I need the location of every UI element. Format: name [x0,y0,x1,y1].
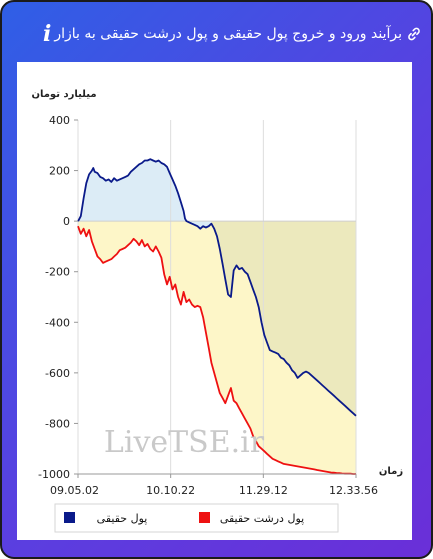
y-tick-label: -1000 [38,468,70,481]
watermark: LiveTSE.ir [104,425,265,460]
link-icon[interactable] [406,26,422,42]
x-tick-label: 11.29.12 [239,484,288,497]
y-tick-label: -600 [45,367,70,380]
info-icon[interactable]: i [43,21,52,47]
legend-swatch-real-money [64,512,75,523]
chart-svg: 400 200 0 -200 -400 -600 -800 -1000 09.05.02 10.1… [31,89,403,533]
series-line-0 [77,158,357,417]
legend-swatch-big-real-money [199,512,210,523]
widget-header: i برآیند ورود و خروج پول حقیقی و پول درش… [12,10,422,58]
y-tick-label: -200 [45,266,70,279]
x-tick-label: 12.33.56 [329,484,378,497]
y-axis-label: میلیارد تومان [31,89,96,100]
x-tick-label: 09.05.02 [50,484,99,497]
legend-label-big-real-money: پول درشت حقیقی [220,512,304,525]
y-tick-label: 0 [63,215,70,228]
y-tick-label: -800 [45,417,70,430]
y-tick-label: 200 [49,165,70,178]
x-tick-label: 10.10.22 [146,484,195,497]
chart-title: برآیند ورود و خروج پول حقیقی و پول درشت … [54,26,402,42]
overlap-area [211,221,356,416]
title-wrap: برآیند ورود و خروج پول حقیقی و پول درشت … [54,26,422,42]
legend-box [54,503,339,533]
chart-card: 400 200 0 -200 -400 -600 -800 -1000 09.05.02 10.1… [17,62,412,540]
series-line-1 [77,225,356,475]
x-axis-label: زمان [379,466,403,477]
y-tick-label: 400 [49,114,70,127]
legend-label-real-money: پول حقیقی [97,512,148,525]
y-tick-label: -400 [45,316,70,329]
